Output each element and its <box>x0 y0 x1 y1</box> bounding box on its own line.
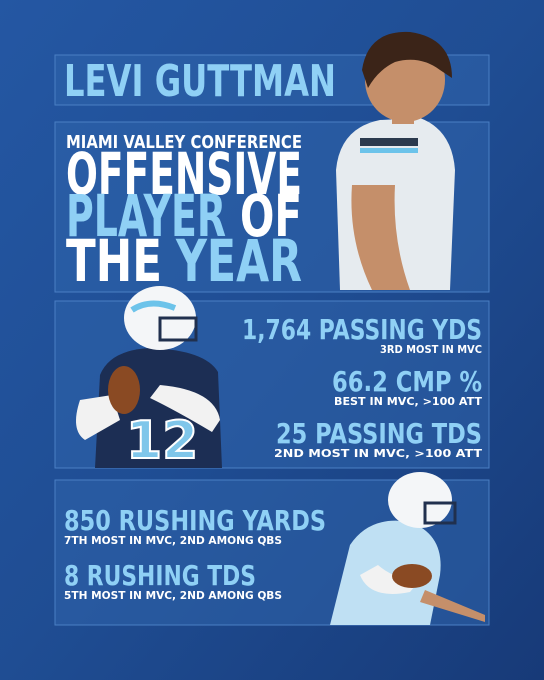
rushing-note: 5TH MOST IN MVC, 2ND AMONG QBS <box>64 589 282 602</box>
passing-note: BEST IN MVC, >100 ATT <box>334 395 482 408</box>
svg-text:12: 12 <box>126 411 198 471</box>
passing-note: 2ND MOST IN MVC, >100 ATT <box>274 447 483 460</box>
player-portrait <box>336 31 455 290</box>
award-word: YEAR <box>175 227 302 295</box>
passing-note: 3RD MOST IN MVC <box>380 343 482 356</box>
award-word: OF <box>240 182 302 250</box>
rushing-stat: 8 RUSHING TDS <box>64 559 256 592</box>
award-word: THE <box>66 227 162 295</box>
passing-stat: 66.2 CMP % <box>332 365 482 398</box>
passing-stat: 25 PASSING TDS <box>276 417 482 450</box>
player-quarterback: 12 <box>76 286 222 472</box>
player-name: LEVI GUTTMAN <box>64 56 336 107</box>
award-word: PLAYER <box>66 182 226 250</box>
conference: MIAMI VALLEY CONFERENCE <box>66 132 302 153</box>
passing-stat: 1,764 PASSING YDS <box>242 313 482 346</box>
rushing-note: 7TH MOST IN MVC, 2ND AMONG QBS <box>64 534 282 547</box>
player-runner <box>330 472 485 625</box>
award-word: OFFENSIVE <box>66 140 302 208</box>
rushing-stat: 850 RUSHING YARDS <box>64 504 326 537</box>
